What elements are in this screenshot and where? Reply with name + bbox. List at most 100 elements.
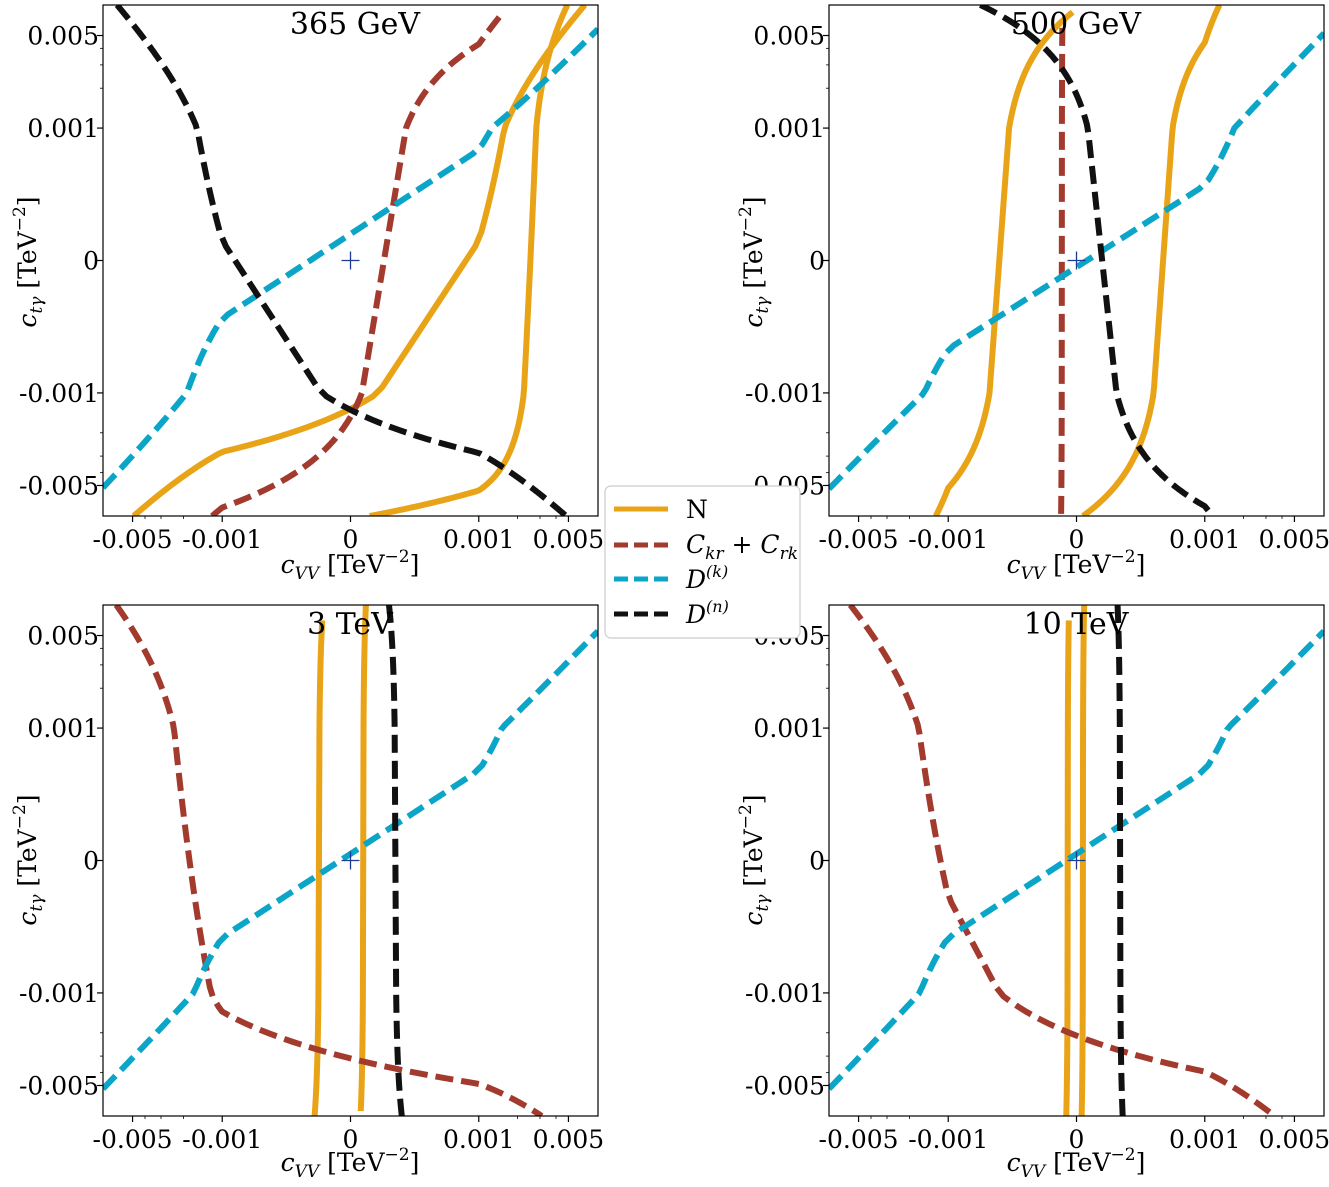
legend: N Ckr + Crk D(k) D(n) — [604, 485, 801, 639]
series-line-n-0 — [131, 5, 588, 516]
legend-label-c-base2: C — [760, 530, 779, 559]
x-axis-label-sub: VV — [1021, 564, 1047, 584]
series-layer — [103, 5, 598, 516]
series-layer — [829, 5, 1324, 516]
x-axis-label-exp: −2 — [1111, 1145, 1136, 1165]
x-tick-label: 0.001 — [443, 525, 515, 554]
legend-label-c-sub2: rk — [780, 544, 798, 564]
x-axis-label-close: ] — [1136, 550, 1146, 579]
x-axis-label-base: c — [281, 1148, 295, 1177]
y-tick-label: -0.005 — [19, 1071, 99, 1100]
x-tick-label: -0.001 — [908, 525, 988, 554]
y-tick-label: 0.001 — [27, 714, 99, 743]
x-axis-label-base: c — [281, 550, 295, 579]
legend-label-dn: D(n) — [685, 597, 729, 629]
origin-marker — [1067, 251, 1086, 270]
x-axis-label-sub: VV — [295, 1162, 321, 1182]
y-tick-label: 0 — [83, 847, 99, 876]
legend-label-dk: D(k) — [685, 562, 728, 594]
x-tick-label: -0.001 — [182, 525, 262, 554]
x-tick-label: 0.005 — [533, 1125, 605, 1154]
panel-500gev: -0.005-0.00100.0010.005-0.005-0.00100.00… — [736, 4, 1329, 584]
panel-title: 365 GeV — [290, 7, 422, 42]
x-tick-label: -0.005 — [819, 525, 899, 554]
y-axis-label-unit: [TeV — [13, 828, 42, 894]
x-axis-label-base: c — [1007, 550, 1021, 579]
y-axis-label-sub: tγ — [27, 894, 47, 912]
y-tick-label: 0 — [809, 247, 825, 276]
x-axis-label-unit: [TeV — [1045, 1148, 1111, 1177]
legend-label-c-base1: C — [686, 530, 705, 559]
y-axis-label-exp: −2 — [10, 804, 30, 829]
x-axis-label-close: ] — [410, 1148, 420, 1177]
legend-label-n: N — [686, 495, 708, 524]
x-tick-label: 0.005 — [1259, 525, 1329, 554]
x-axis-label-close: ] — [1136, 1148, 1146, 1177]
x-tick-label: -0.001 — [182, 1125, 262, 1154]
panel-3tev: -0.005 -0.001 0 0.001 0.005 -0.005 -0.001 0 0.00… — [10, 604, 605, 1182]
y-axis-label-close: ] — [739, 794, 768, 804]
y-axis-label-exp: −2 — [10, 206, 30, 231]
series-line-dn-4 — [1114, 605, 1126, 1116]
y-axis-label-close: ] — [13, 196, 42, 206]
series-line-c-2 — [1058, 20, 1066, 514]
tick-layer: -0.005-0.00100.0010.005-0.005-0.00100.00… — [745, 22, 1329, 554]
x-axis-label-exp: −2 — [1111, 547, 1136, 567]
panel-title: 500 GeV — [1011, 7, 1143, 42]
series-line-n-1 — [357, 605, 369, 1112]
y-axis-label-exp: −2 — [736, 206, 756, 231]
x-axis-label: cVV [TeV−2] — [1007, 1145, 1146, 1182]
y-tick-label: 0.005 — [27, 22, 99, 51]
y-tick-label: 0.005 — [27, 622, 99, 651]
y-tick-label: -0.001 — [19, 979, 99, 1008]
panel-title: 10 TeV — [1024, 607, 1130, 642]
y-tick-label: -0.001 — [745, 379, 825, 408]
y-tick-label: 0.005 — [753, 22, 825, 51]
y-axis-label-exp: −2 — [736, 804, 756, 829]
y-tick-label: 0 — [83, 247, 99, 276]
x-tick-label: -0.005 — [819, 1125, 899, 1154]
y-axis-label-sub: tγ — [753, 296, 773, 314]
y-tick-label: 0.001 — [27, 114, 99, 143]
legend-box — [604, 485, 801, 639]
y-axis-label-base: c — [739, 912, 768, 926]
legend-label-dk-base: D — [685, 565, 706, 594]
legend-label-c-sub1: kr — [705, 544, 724, 564]
x-axis-label-unit: [TeV — [1045, 550, 1111, 579]
x-tick-label: 0 — [343, 525, 359, 554]
panel-title: 3 TeV — [307, 607, 394, 642]
series-line-n-1 — [369, 5, 571, 516]
series-line-n-1 — [1081, 5, 1223, 516]
legend-label-dk-sup: (k) — [706, 562, 728, 581]
series-line-n-0 — [933, 9, 1075, 516]
origin-marker — [341, 251, 360, 270]
series-line-n-0 — [1063, 620, 1072, 1116]
x-axis-label-unit: [TeV — [319, 1148, 385, 1177]
x-axis-label: cVV [TeV−2] — [281, 547, 420, 584]
legend-label-c-plus: + — [724, 530, 761, 559]
x-tick-label: 0 — [1069, 1125, 1085, 1154]
x-tick-label: -0.005 — [93, 525, 173, 554]
series-line-n-0 — [311, 620, 326, 1116]
x-axis-label-sub: VV — [295, 564, 321, 584]
tick-layer: -0.005 -0.001 0 0.001 0.005 -0.005 -0.001 0 0.00… — [19, 22, 604, 554]
y-axis-label: ctγ [TeV−2] — [736, 196, 773, 327]
legend-label-c: Ckr + Crk — [686, 530, 798, 564]
y-axis-label: ctγ [TeV−2] — [736, 794, 773, 925]
y-tick-label: -0.005 — [19, 471, 99, 500]
y-axis-label-close: ] — [13, 794, 42, 804]
y-axis-label-unit: [TeV — [739, 828, 768, 894]
legend-label-dn-sup: (n) — [706, 597, 729, 616]
x-axis-label: cVV [TeV−2] — [281, 1145, 420, 1182]
series-line-c-2 — [210, 10, 506, 516]
x-axis-label-exp: −2 — [385, 547, 410, 567]
y-axis-label-unit: [TeV — [13, 230, 42, 296]
x-axis-label-unit: [TeV — [319, 550, 385, 579]
panel-10tev: -0.005 -0.001 0 0.001 0.005 -0.005 -0.001 0 0.00… — [736, 604, 1329, 1182]
series-layer — [829, 605, 1324, 1116]
y-tick-label: -0.001 — [19, 379, 99, 408]
origin-marker — [1067, 851, 1086, 870]
y-axis-label-sub: tγ — [27, 296, 47, 314]
